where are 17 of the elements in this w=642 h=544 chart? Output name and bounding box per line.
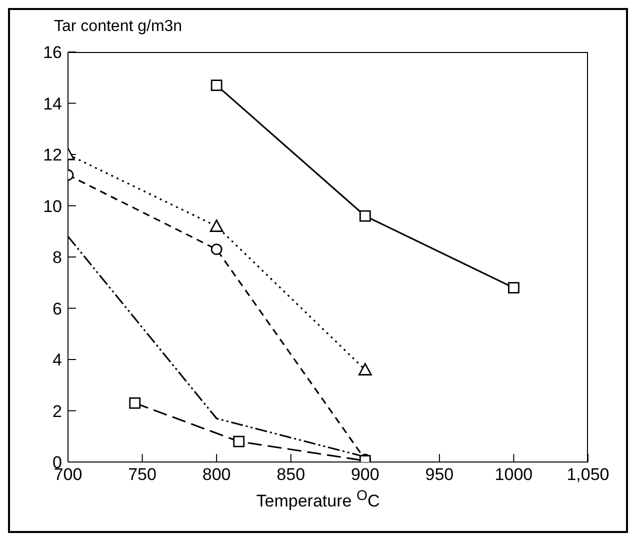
x-tick-label: 1,050 [566,465,610,484]
x-tick-label: 750 [128,465,156,484]
x-tick-label: 850 [276,465,306,484]
y-tick-label: 2 [52,402,62,421]
y-tick-label: 12 [43,146,62,165]
y-tick-label: 6 [52,299,62,318]
y-tick-label: 14 [43,94,62,114]
x-axis-title: Temperature $^{O}$C [256,488,380,511]
x-tick-label: 1000 [494,465,533,484]
x-tick-label: 950 [425,465,454,484]
y-tick-label: 8 [52,248,62,268]
y-tick-label: 4 [52,350,62,370]
y-axis-title: Tar content g/m3n [54,18,182,36]
x-tick-label: 900 [350,465,380,484]
x-tick-label: 800 [202,465,231,484]
y-tick-label: 10 [43,196,62,216]
y-tick-label: 16 [43,43,62,62]
